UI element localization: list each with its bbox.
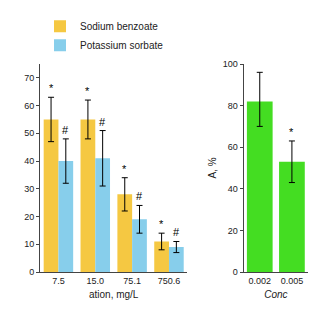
svg-text:750.6: 750.6 [158,276,181,286]
svg-text:*: * [122,163,127,175]
svg-text:30: 30 [24,184,34,194]
svg-text:*: * [159,218,164,230]
svg-text:20: 20 [228,226,238,236]
svg-text:0.002: 0.002 [248,276,271,286]
svg-text:60: 60 [228,142,238,152]
svg-text:80: 80 [228,101,238,111]
svg-text:#: # [99,116,106,128]
svg-text:#: # [136,190,143,202]
svg-text:40: 40 [24,156,34,166]
svg-text:50: 50 [24,128,34,138]
svg-text:#: # [173,226,180,238]
svg-text:100: 100 [223,59,238,69]
svg-text:75.1: 75.1 [123,276,141,286]
svg-text:ation, mg/L: ation, mg/L [89,289,139,300]
svg-text:15.0: 15.0 [87,276,105,286]
svg-text:7.5: 7.5 [52,276,65,286]
svg-text:20: 20 [24,212,34,222]
svg-text:Sodium benzoate: Sodium benzoate [80,21,158,32]
svg-text:0.005: 0.005 [281,276,304,286]
svg-text:Potassium sorbate: Potassium sorbate [80,40,163,51]
svg-text:40: 40 [228,184,238,194]
svg-text:Conc: Conc [264,289,287,300]
svg-text:70: 70 [24,73,34,83]
svg-text:*: * [85,85,90,97]
svg-text:*: * [289,126,294,138]
svg-text:A, %: A, % [207,157,218,178]
svg-text:*: * [49,82,54,94]
svg-text:60: 60 [24,101,34,111]
svg-text:#: # [62,124,69,136]
svg-text:0: 0 [29,267,34,277]
svg-text:10: 10 [24,239,34,249]
svg-text:0: 0 [233,267,238,277]
